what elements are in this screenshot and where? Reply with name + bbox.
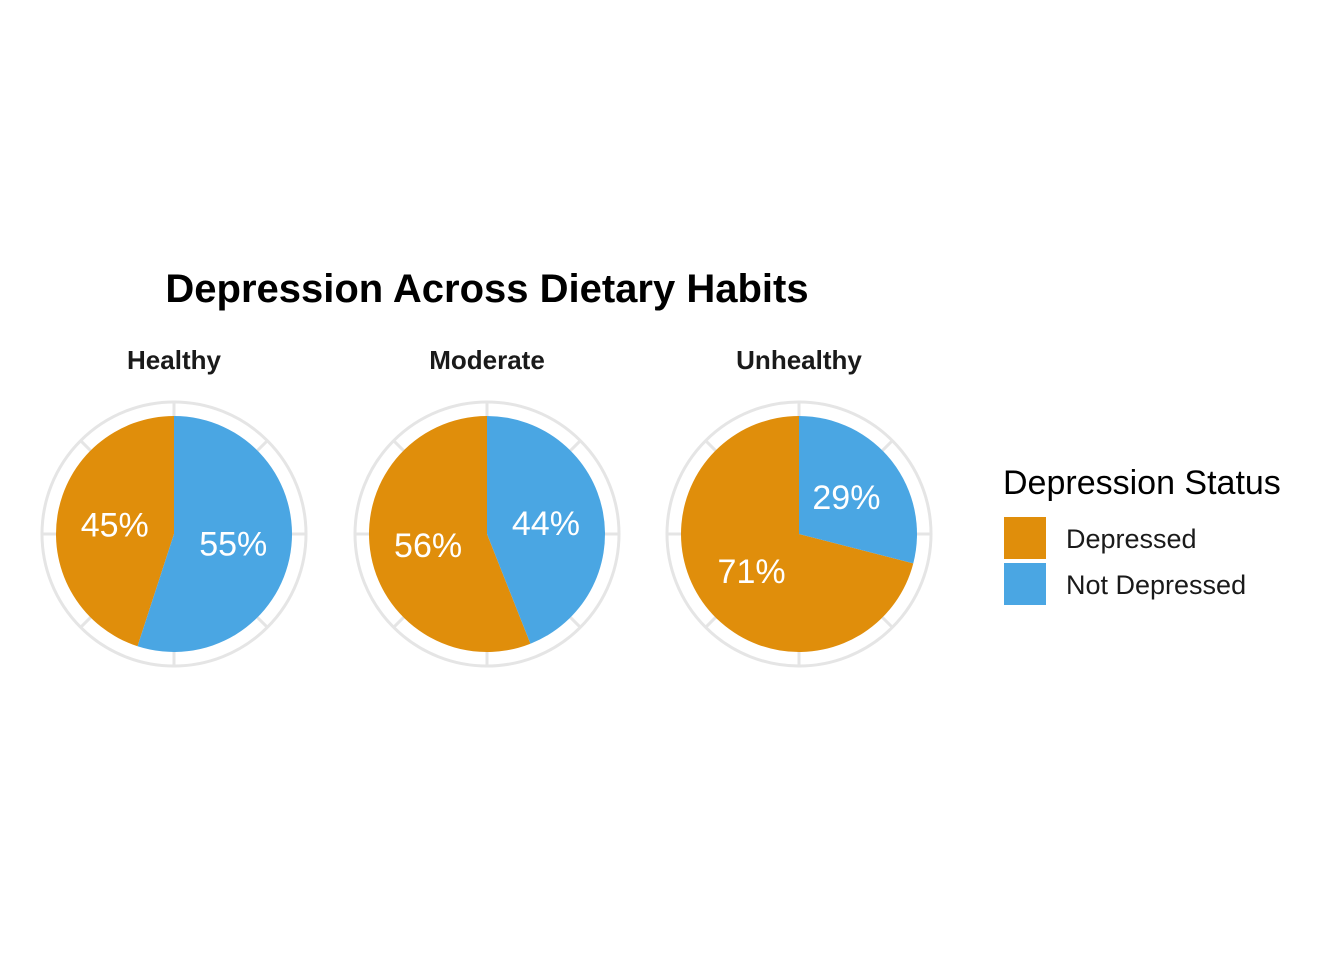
legend-entries: Depressed Not Depressed [1004,517,1246,605]
slice-label: 45% [81,507,149,545]
facet-healthy: Healthy 45% 55% [40,345,308,668]
legend-label: Not Depressed [1066,570,1246,600]
facet-moderate: Moderate 56% 44% [353,345,621,668]
facet-title: Moderate [429,345,545,375]
legend-label: Depressed [1066,524,1197,554]
facet-title: Healthy [127,345,221,375]
legend-key [1004,563,1046,605]
facet-unhealthy: Unhealthy 71% 29% [665,345,933,668]
pie-slice-depressed [369,416,531,652]
slice-label: 44% [512,505,580,543]
pie-slice-depressed [55,416,175,647]
pie-slice-not-depressed [799,416,917,564]
slice-label: 71% [718,553,786,591]
facet-title: Unhealthy [736,345,862,375]
slice-label: 56% [394,527,462,565]
slice-label: 55% [199,525,267,563]
chart-title: Depression Across Dietary Habits [165,267,808,311]
pie-slice-not-depressed [487,416,605,644]
legend-key [1004,517,1046,559]
slice-label: 29% [812,479,880,517]
legend: Depression Status Depressed Not Depressed [1003,464,1281,605]
pie-slice-not-depressed [137,416,292,652]
facets: Healthy 45% 55% Moderate 56% 44% Unhealthy 71% 2… [40,345,933,668]
legend-title: Depression Status [1003,464,1281,502]
pie-slice-depressed [681,416,914,653]
